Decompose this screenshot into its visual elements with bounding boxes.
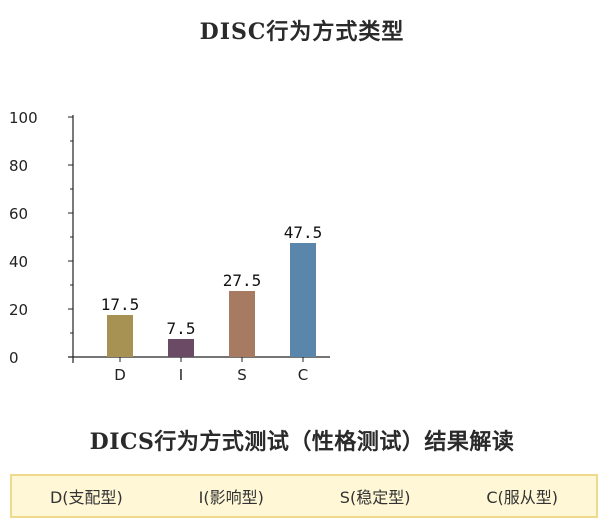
type-link-i[interactable]: I(影响型) [198,488,264,507]
type-link-c[interactable]: C(服从型) [486,488,559,507]
y-tick-label: 0 [9,349,19,367]
y-tick-label: 60 [9,205,28,223]
y-tick-label: 40 [9,253,28,271]
type-link-s[interactable]: S(稳定型) [339,488,411,507]
type-links-bar: D(支配型) I(影响型) S(稳定型) C(服从型) [10,474,598,518]
data-label-i: 7.5 [167,319,196,338]
x-tick-label: I [179,366,183,384]
bar-d [107,315,133,357]
bar-i [168,339,194,357]
x-tick-label: S [237,366,247,384]
type-link-d[interactable]: D(支配型) [49,488,123,507]
data-label-d: 17.5 [101,295,140,314]
x-tick-label: D [114,366,126,384]
y-tick-label: 20 [9,301,28,319]
chart-title: DISC行为方式类型 [199,19,405,45]
result-title: DICS行为方式测试（性格测试）结果解读 [89,429,515,455]
data-label-s: 27.5 [223,271,262,290]
y-tick-label: 100 [9,109,38,127]
bar-s [229,291,255,357]
disc-bar-chart: 0 20 40 60 80 100 17.5 D 7.5 I 27.5 S 47.5 C [9,109,330,384]
bar-c [290,243,316,357]
x-tick-label: C [298,366,308,384]
y-tick-label: 80 [9,157,28,175]
data-label-c: 47.5 [284,223,323,242]
